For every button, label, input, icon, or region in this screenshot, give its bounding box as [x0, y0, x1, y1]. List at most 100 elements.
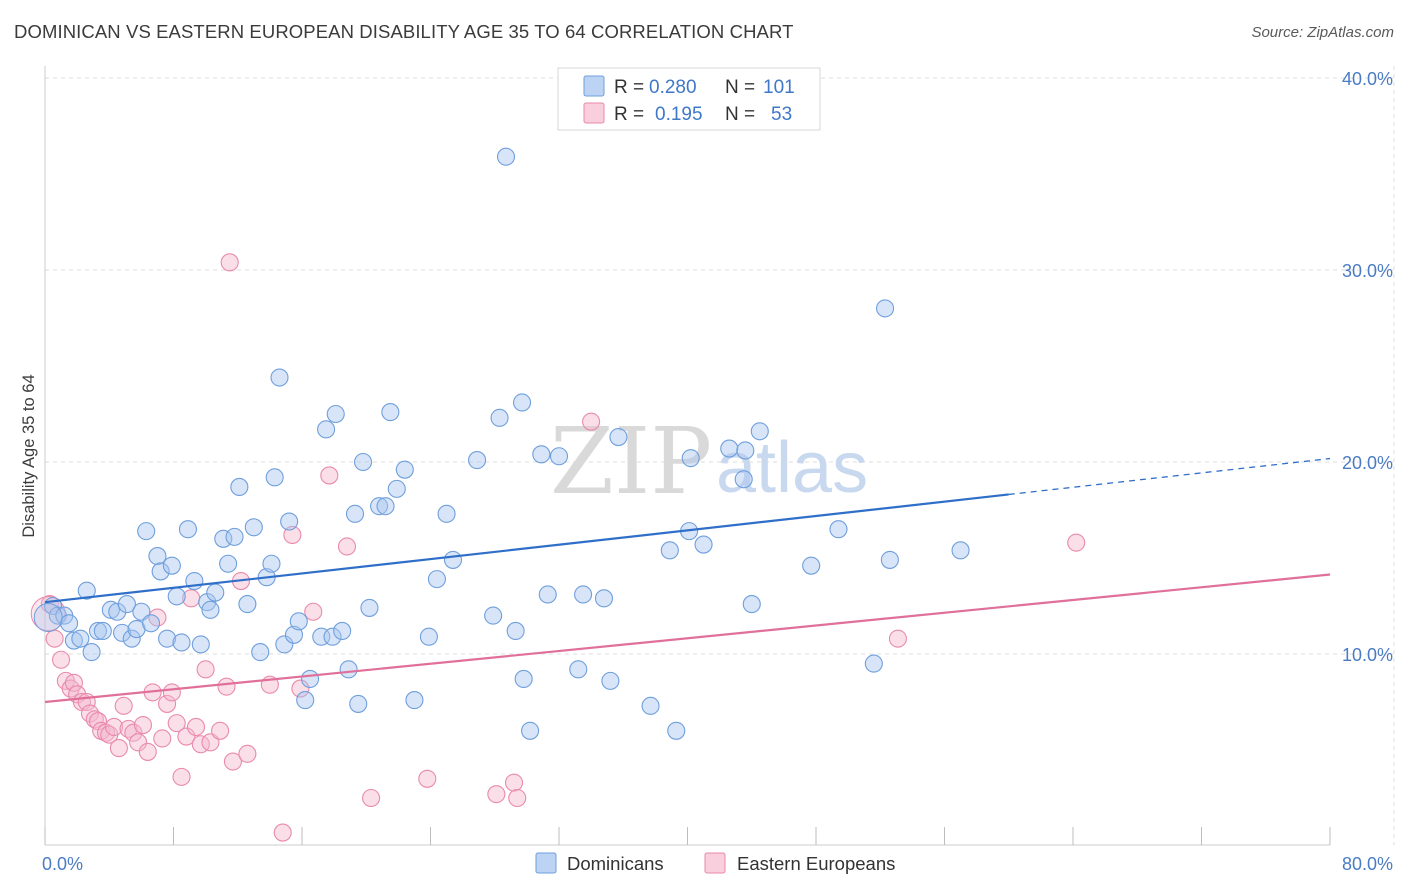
data-point-dominicans	[387, 479, 406, 498]
data-point-eastern-europeans	[238, 744, 257, 763]
data-point-dominicans	[113, 623, 132, 642]
data-point-dominicans	[349, 694, 368, 713]
trend-line-eastern-europeans	[44, 573, 1331, 704]
data-point-dominicans	[225, 527, 244, 546]
data-point-dominicans	[101, 600, 120, 619]
bottom-legend-swatch-blue	[535, 852, 557, 874]
data-point-dominicans	[244, 518, 263, 537]
data-point-dominicans	[339, 660, 358, 679]
data-point-eastern-europeans	[158, 694, 177, 713]
data-point-dominicans	[427, 570, 446, 589]
data-point-eastern-europeans	[217, 677, 236, 696]
data-point-eastern-europeans	[418, 769, 437, 788]
data-point-dominicans	[191, 635, 210, 654]
y-tick-label: 30.0%	[1342, 261, 1393, 281]
data-point-dominicans	[694, 535, 713, 554]
data-point-dominicans	[265, 468, 284, 487]
data-point-eastern-europeans	[223, 752, 242, 771]
data-point-dominicans	[660, 541, 679, 560]
data-point-eastern-europeans	[362, 788, 381, 808]
data-point-dominicans	[405, 691, 424, 710]
data-point-dominicans	[802, 556, 821, 575]
x-tick-labels: 0.0% 80.0%	[42, 854, 1393, 874]
data-point-dominicans	[280, 512, 299, 531]
data-point-dominicans	[88, 621, 108, 641]
data-point-dominicans	[395, 460, 414, 479]
data-point-eastern-europeans	[504, 773, 524, 792]
data-point-dominicans	[296, 691, 315, 710]
x-tick-label: 0.0%	[42, 854, 83, 874]
watermark-atlas: atlas	[716, 428, 868, 508]
data-point-dominicans	[230, 477, 249, 497]
data-point-eastern-europeans	[291, 679, 310, 698]
data-point-dominicans	[345, 504, 365, 523]
data-point-dominicans	[137, 522, 156, 541]
data-point-dominicans	[532, 445, 551, 464]
data-point-dominicans	[82, 643, 101, 662]
data-point-dominicans	[829, 520, 848, 539]
correlation-legend: R = 0.280 N = 101 R = 0.195 N = 53	[557, 67, 821, 131]
watermark-zip: ZIP	[550, 408, 712, 515]
data-point-dominicans	[468, 451, 487, 470]
data-point-dominicans	[262, 554, 281, 573]
data-point-dominicans	[93, 621, 112, 641]
data-point-eastern-europeans	[153, 729, 172, 748]
data-point-dominicans	[108, 602, 127, 621]
y-tick-labels: 10.0% 20.0% 30.0% 40.0%	[1342, 69, 1393, 665]
data-point-dominicans	[238, 595, 257, 614]
data-point-dominicans	[549, 447, 569, 466]
data-point-dominicans	[419, 627, 438, 646]
data-point-dominicans	[323, 627, 342, 646]
data-point-eastern-europeans	[114, 696, 133, 715]
data-point-dominicans	[33, 603, 63, 633]
bottom-legend-label-eastern-europeans: Eastern Europeans	[737, 853, 895, 874]
data-point-dominicans	[609, 427, 628, 447]
y-tick-label: 20.0%	[1342, 453, 1393, 473]
data-point-dominicans	[122, 629, 141, 648]
data-point-dominicans	[317, 420, 336, 439]
data-point-dominicans	[514, 669, 533, 689]
data-point-dominicans	[251, 643, 270, 662]
data-point-dominicans	[360, 598, 379, 617]
data-point-dominicans	[141, 614, 161, 633]
data-point-dominicans	[353, 452, 373, 472]
data-point-eastern-europeans	[273, 823, 292, 842]
data-point-dominicans	[214, 529, 233, 548]
data-point-eastern-europeans	[105, 717, 124, 737]
data-point-dominicans	[742, 595, 761, 614]
legend-r-value-2: 0.195	[655, 104, 703, 125]
data-point-dominicans	[484, 606, 503, 625]
y-tick-label: 40.0%	[1342, 69, 1393, 89]
data-point-dominicans	[326, 404, 345, 424]
legend-n-value-1: 101	[763, 77, 795, 98]
data-point-eastern-europeans	[30, 596, 66, 632]
data-point-eastern-europeans	[508, 788, 527, 808]
data-point-dominicans	[574, 585, 593, 604]
data-point-eastern-europeans	[186, 717, 206, 737]
axes	[44, 66, 1331, 846]
data-point-dominicans	[275, 635, 294, 654]
data-point-eastern-europeans	[129, 733, 148, 752]
data-point-dominicans	[60, 614, 79, 633]
legend-n-value-2: 53	[771, 104, 792, 125]
data-point-dominicans	[876, 299, 895, 318]
chart-title: DOMINICAN VS EASTERN EUROPEAN DISABILITY…	[14, 21, 794, 42]
legend-swatch-blue	[583, 75, 605, 97]
data-point-dominicans	[117, 595, 136, 614]
data-point-dominicans	[521, 721, 540, 740]
data-point-dominicans	[284, 625, 304, 644]
data-point-dominicans	[734, 470, 753, 489]
data-point-dominicans	[490, 408, 509, 427]
data-point-eastern-europeans	[888, 629, 907, 648]
data-point-dominicans	[167, 587, 186, 606]
data-point-eastern-europeans	[45, 629, 64, 648]
data-point-dominicans	[151, 562, 170, 581]
data-point-eastern-europeans	[172, 767, 191, 786]
data-point-dominicans	[201, 600, 220, 619]
data-point-eastern-europeans	[52, 650, 71, 669]
bottom-legend-label-dominicans: Dominicans	[567, 853, 664, 874]
data-point-dominicans	[667, 721, 686, 740]
legend-r-label-1: R =	[614, 77, 644, 98]
data-point-eastern-europeans	[133, 715, 153, 735]
